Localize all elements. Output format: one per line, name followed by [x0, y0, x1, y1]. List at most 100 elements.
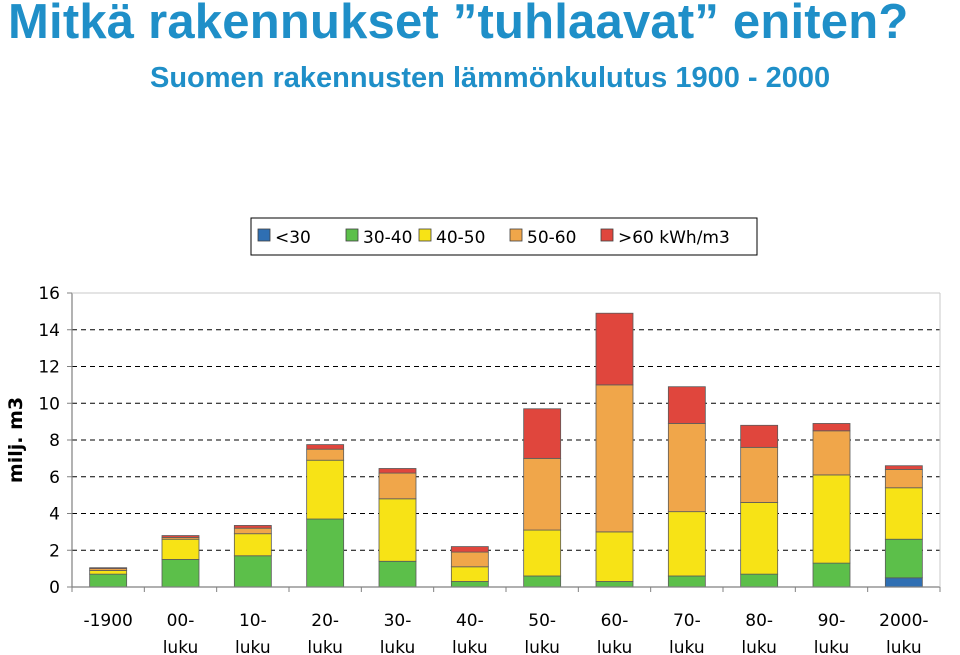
bar-segment	[161, 559, 200, 588]
bar-segment	[812, 423, 851, 432]
legend-box	[250, 217, 758, 256]
bar-segment	[595, 531, 634, 582]
bar-segment	[523, 408, 562, 459]
y-tick-label: 12	[38, 358, 60, 378]
x-tick-label: 10-	[239, 611, 267, 631]
y-tick-label: 4	[49, 505, 60, 525]
bar-segment	[884, 465, 923, 470]
bar-segment	[450, 581, 489, 588]
legend-item-label: 30-40	[363, 228, 412, 248]
bar-segment	[233, 527, 272, 535]
bar-segment	[306, 459, 345, 520]
bar-segment	[812, 430, 851, 476]
x-tick-label: luku	[669, 638, 705, 655]
bar-segment	[667, 511, 706, 577]
bar-segment	[884, 538, 923, 579]
bar-segment	[450, 566, 489, 582]
bars-group	[89, 312, 923, 588]
bar-segment	[740, 502, 779, 575]
bar-segment	[884, 468, 923, 489]
bar-segment	[233, 533, 272, 557]
bar-segment	[450, 546, 489, 553]
x-tick-label: 80-	[745, 611, 773, 631]
gridlines	[72, 292, 940, 551]
x-tick-label: luku	[741, 638, 777, 655]
bar-segment	[233, 525, 272, 529]
bar-segment	[812, 562, 851, 588]
bar-segment	[595, 581, 634, 588]
legend: <30 30-40 40-50 50-60 >60 kWh/m3	[250, 217, 758, 256]
bar-segment	[450, 551, 489, 568]
y-tick-label: 14	[38, 321, 60, 341]
bar-segment	[161, 535, 200, 538]
x-tick-label: 50-	[528, 611, 556, 631]
legend-swatch	[257, 228, 271, 242]
legend-item-label: >60 kWh/m3	[618, 228, 730, 248]
bar-segment	[740, 573, 779, 588]
legend-swatch	[345, 228, 359, 242]
x-tick-label: luku	[235, 638, 271, 655]
x-tick-label: -1900	[83, 611, 132, 631]
x-tick-label: 60-	[601, 611, 629, 631]
x-tick-label: luku	[814, 638, 850, 655]
x-tick-label: 20-	[311, 611, 339, 631]
y-axis-label: milj. m3	[5, 397, 27, 483]
x-tick-label: 90-	[818, 611, 846, 631]
bar-segment	[306, 448, 345, 461]
bar-segment	[378, 560, 417, 588]
bar-segment	[812, 474, 851, 564]
x-tick-label: luku	[886, 638, 922, 655]
x-tick-label: luku	[452, 638, 488, 655]
bar-segment	[306, 518, 345, 588]
bar-segment	[884, 487, 923, 540]
axes	[67, 292, 941, 592]
x-tick-label: luku	[163, 638, 199, 655]
bar-segment	[306, 444, 345, 450]
bar-segment	[667, 423, 706, 513]
y-tick-label: 10	[38, 394, 60, 414]
bar-segment	[233, 555, 272, 588]
y-tick-label: 6	[49, 468, 60, 488]
legend-swatch	[509, 228, 523, 242]
x-tick-label: luku	[597, 638, 633, 655]
x-tick-label: luku	[524, 638, 560, 655]
x-tick-label: luku	[380, 638, 416, 655]
bar-segment	[523, 457, 562, 531]
bar-segment	[595, 384, 634, 533]
bar-segment	[89, 570, 128, 575]
x-tick-label: luku	[307, 638, 343, 655]
y-tick-label: 2	[49, 541, 60, 561]
x-tick-label: 30-	[384, 611, 412, 631]
x-tick-label: 70-	[673, 611, 701, 631]
x-tick-labels: -1900 00- luku 10- luku 20- luku 30- luku 40- luku…	[83, 611, 928, 655]
legend-swatch	[600, 228, 614, 242]
x-tick-label: 2000-	[879, 611, 928, 631]
bar-segment	[523, 529, 562, 577]
legend-item-label: 40-50	[436, 228, 485, 248]
legend-item-label: 50-60	[527, 228, 576, 248]
bar-segment	[740, 446, 779, 503]
y-tick-labels: 0 2 4 6 8 10 12 14 16	[38, 284, 60, 598]
bar-segment	[884, 577, 923, 588]
bar-segment	[740, 424, 779, 448]
bar-segment	[667, 386, 706, 424]
bar-segment	[161, 538, 200, 560]
legend-swatch	[418, 228, 432, 242]
x-tick-label: 00-	[167, 611, 195, 631]
x-tick-label: 40-	[456, 611, 484, 631]
page-subtitle: Suomen rakennusten lämmönkulutus 1900 - …	[150, 62, 831, 94]
bar-segment	[89, 573, 128, 588]
legend-item-label: <30	[275, 228, 311, 248]
bar-segment	[667, 575, 706, 588]
bar-segment	[523, 575, 562, 588]
page-title: Mitkä rakennukset ”tuhlaavat” eniten?	[8, 0, 909, 49]
bar-segment	[378, 472, 417, 500]
y-tick-label: 16	[38, 284, 60, 304]
y-tick-label: 0	[49, 578, 60, 598]
bar-segment	[378, 468, 417, 474]
bar-segment	[89, 567, 128, 570]
bar-segment	[378, 498, 417, 562]
bar-segment	[595, 312, 634, 386]
y-tick-label: 8	[49, 431, 60, 451]
